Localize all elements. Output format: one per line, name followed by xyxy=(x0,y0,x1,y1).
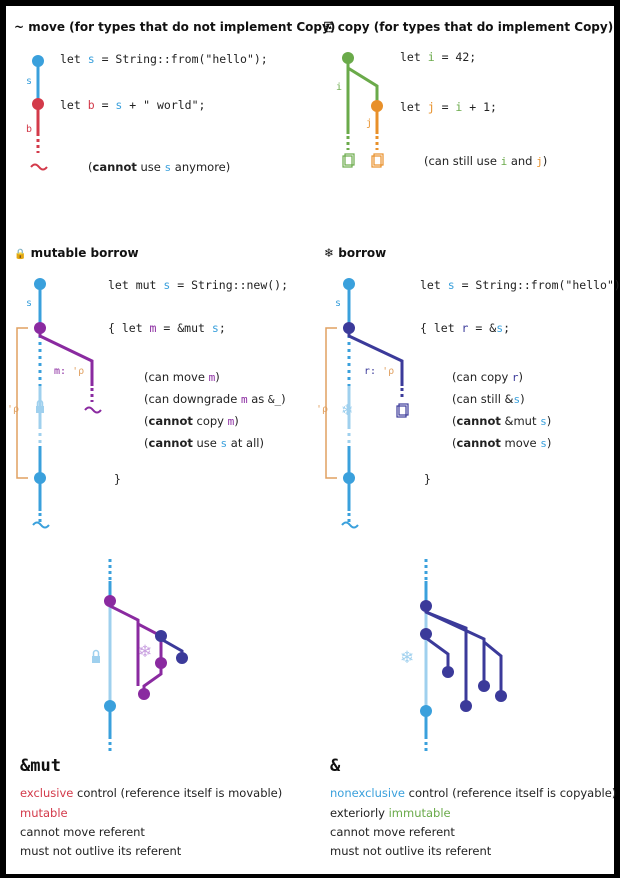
ref-note-3: (cannot &mut s) xyxy=(452,414,552,428)
mut-code-line-2: { let m = &mut s; xyxy=(108,321,226,335)
mut-code-close: } xyxy=(114,472,121,486)
move-note: (cannot use s anymore) xyxy=(88,160,231,174)
mut-s-label: s xyxy=(26,298,33,309)
ref-lifetime-label: 'ρ xyxy=(316,404,329,415)
borrow-title: borrow xyxy=(338,246,387,260)
ref-r-label: r: 'ρ xyxy=(364,366,395,377)
move-code-line-1: let s = String::from("hello"); xyxy=(60,52,268,66)
ref-code-line-2: { let r = &s; xyxy=(420,321,511,335)
ref-s-wave-icon xyxy=(341,521,359,529)
mut-summary-line-1: exclusive control (reference itself is m… xyxy=(20,786,283,800)
copy-j-label: j xyxy=(366,118,373,129)
shared-tree-node xyxy=(495,690,507,702)
mut-note-1: (can move m) xyxy=(144,370,220,384)
move-s-label: s xyxy=(26,76,33,87)
shared-tree-root-node xyxy=(420,600,432,612)
mut-lifetime-bracket xyxy=(16,327,28,479)
mut-note-3: (cannot copy m) xyxy=(144,414,239,428)
mut-tree-node xyxy=(155,657,167,669)
copy-i-label: i xyxy=(336,82,343,93)
shared-summary-line-2: exteriorly immutable xyxy=(330,806,451,820)
ref-s-label: s xyxy=(335,298,342,309)
copy-i-node xyxy=(342,52,354,64)
move-tilde-icon: ~ xyxy=(14,20,25,34)
ref-note-2: (can still &s) xyxy=(452,392,525,406)
shared-tree-node xyxy=(420,628,432,640)
mut-wave-icon xyxy=(84,406,102,414)
ref-copy-icon xyxy=(396,405,407,418)
mutable-borrow-title: mutable borrow xyxy=(30,246,139,260)
mutable-borrow-heading: 🔒 mutable borrow xyxy=(14,246,139,260)
mut-note-2: (can downgrade m as &_) xyxy=(144,392,286,406)
mut-summary-title: &mut xyxy=(20,756,61,776)
borrow-diagram xyxy=(325,278,409,529)
mut-note-4: (cannot use s at all) xyxy=(144,436,264,450)
mutable-borrow-diagram xyxy=(16,278,102,529)
move-b-node xyxy=(32,98,44,110)
mut-tree-end-node xyxy=(104,700,116,712)
ref-code-line-1: let s = String::from("hello"); xyxy=(420,278,620,292)
diagram-card: ~ move (for types that do not implement … xyxy=(6,6,620,874)
copy-diagram xyxy=(342,52,384,168)
diagram-graphics xyxy=(16,52,507,752)
shared-tree-end-node xyxy=(420,705,432,717)
copy-icon: ⎘ xyxy=(324,20,334,34)
copy-i-icon xyxy=(342,155,353,168)
mut-tree-node xyxy=(138,688,150,700)
mut-code-line-1: let mut s = String::new(); xyxy=(108,278,289,292)
move-wave-icon xyxy=(30,163,48,171)
mut-s-wave-icon xyxy=(32,521,50,529)
shared-tree-node xyxy=(442,666,454,678)
mut-tree-lock-icon xyxy=(92,656,100,663)
shared-summary-line-4: must not outlive its referent xyxy=(330,844,492,858)
mut-summary-line-2: mutable xyxy=(20,806,68,820)
shared-tree-snowflake-icon: ❄ xyxy=(400,648,415,668)
mut-s-node xyxy=(34,278,46,290)
borrow-heading: ❄ borrow xyxy=(324,246,386,260)
copy-heading: ⎘ copy (for types that do implement Copy… xyxy=(324,20,613,35)
mut-m-label: m: 'ρ xyxy=(54,366,85,377)
move-diagram xyxy=(30,55,48,171)
copy-j-icon xyxy=(371,155,382,168)
mut-tree-snowflake-icon: ❄ xyxy=(138,642,153,662)
ref-s-node xyxy=(343,278,355,290)
copy-j-node xyxy=(371,100,383,112)
shared-tree-diagram xyxy=(420,559,507,752)
shared-tree-node xyxy=(460,700,472,712)
ref-note-4: (cannot move s) xyxy=(452,436,552,450)
copy-note: (can still use i and j) xyxy=(424,154,548,168)
copy-code-line-1: let i = 42; xyxy=(400,50,477,64)
copy-title: copy (for types that do implement Copy) xyxy=(337,20,614,34)
shared-summary-line-3: cannot move referent xyxy=(330,825,455,839)
shared-tree-node xyxy=(478,680,490,692)
move-title: move (for types that do not implement Co… xyxy=(28,20,336,34)
mut-lock-icon xyxy=(36,406,44,413)
mut-borrow-node xyxy=(34,322,46,334)
mut-summary-line-4: must not outlive its referent xyxy=(20,844,182,858)
snowflake-icon: ❄ xyxy=(324,246,335,260)
copy-code-line-2: let j = i + 1; xyxy=(400,100,497,114)
mut-tree-diagram xyxy=(92,559,188,752)
mut-tree-node xyxy=(155,630,167,642)
move-s-node xyxy=(32,55,44,67)
shared-summary-line-1: nonexclusive control (reference itself i… xyxy=(330,786,617,800)
ref-code-close: } xyxy=(424,472,431,486)
move-code-line-2: let b = s + " world"; xyxy=(60,98,206,112)
mut-tree-root-node xyxy=(104,595,116,607)
lock-icon: 🔒 xyxy=(14,249,27,260)
mut-tree-node xyxy=(176,652,188,664)
ref-note-1: (can copy r) xyxy=(452,370,524,384)
move-heading: ~ move (for types that do not implement … xyxy=(14,20,335,34)
ref-snowflake-icon: ❄ xyxy=(341,401,354,419)
ref-borrow-node xyxy=(343,322,355,334)
mut-end-node xyxy=(34,472,46,484)
shared-summary-title: & xyxy=(330,756,341,776)
move-b-label: b xyxy=(26,124,33,135)
mut-lifetime-label: 'ρ xyxy=(7,404,20,415)
mut-summary-line-3: cannot move referent xyxy=(20,825,145,839)
ref-lifetime-bracket xyxy=(325,327,337,479)
ref-end-node xyxy=(343,472,355,484)
